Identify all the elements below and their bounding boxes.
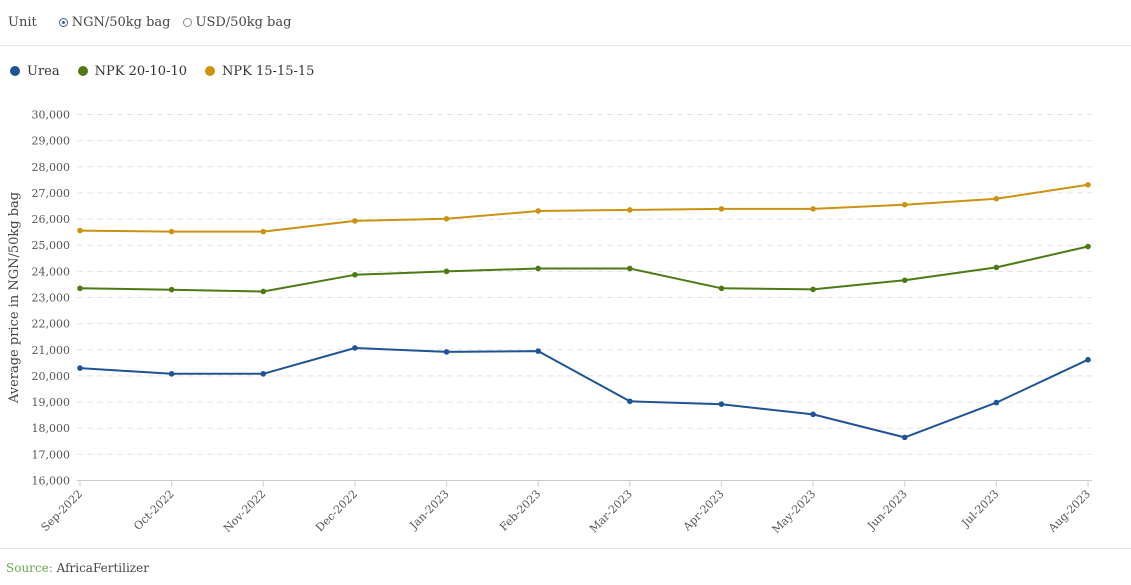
x-tick-label: Apr-2023 [680, 487, 727, 534]
unit-label: Unit [8, 15, 37, 30]
x-tick-label: May-2023 [770, 487, 819, 536]
data-point [352, 271, 358, 278]
grid-lines [77, 114, 1092, 481]
chart-footer: Source: AfricaFertilizer [0, 548, 1131, 585]
y-tick-label: 24,000 [32, 265, 71, 278]
y-tick-label: 20,000 [32, 370, 71, 383]
unit-selector: Unit NGN/50kg bag USD/50kg bag [0, 0, 1131, 46]
data-point [901, 277, 908, 284]
chart-series [77, 182, 1091, 441]
x-tick-label: Mar-2023 [587, 487, 635, 535]
legend-item-urea[interactable]: Urea [10, 64, 60, 79]
data-point [535, 348, 541, 354]
unit-option-ngn[interactable]: NGN/50kg bag [58, 15, 171, 30]
radio-checked-icon[interactable] [58, 18, 68, 27]
data-point [993, 195, 1000, 202]
data-point [627, 398, 633, 405]
data-point [810, 206, 816, 212]
series-line [79, 347, 1089, 439]
data-point [352, 218, 358, 224]
x-axis-ticks: Sep-2022 Oct-2022 Nov-2022 Dec-2022 Jan-2023… [39, 480, 1093, 536]
data-point [810, 411, 816, 418]
y-tick-label: 27,000 [32, 187, 71, 200]
source-label: Source: [6, 561, 53, 575]
data-point [901, 434, 908, 441]
data-point [77, 227, 83, 234]
data-point [77, 365, 83, 371]
x-tick-label: Jan-2023 [407, 487, 452, 532]
legend-dot-icon [205, 66, 216, 76]
x-tick-label: Sep-2022 [39, 487, 86, 534]
data-point [260, 288, 267, 295]
data-point [993, 264, 1000, 271]
y-axis-ticks: 16,000 17,000 18,000 19,000 20,000 21,000 22,0… [32, 109, 71, 488]
unit-option-usd-label: USD/50kg bag [195, 15, 292, 30]
source-value: AfricaFertilizer [56, 561, 149, 575]
line-chart: 16,000 17,000 18,000 19,000 20,000 21,000 22,0… [7, 109, 1093, 537]
series-line [79, 183, 1089, 233]
x-tick-label: Jul-2023 [959, 487, 1002, 530]
chart-legend: Urea NPK 20-10-10 NPK 15-15-15 [10, 62, 332, 80]
data-point [443, 349, 450, 355]
series-line [79, 245, 1089, 293]
data-point [1085, 182, 1091, 188]
y-tick-label: 28,000 [32, 161, 71, 174]
y-tick-label: 30,000 [32, 109, 71, 122]
data-point [352, 345, 358, 351]
unit-option-usd[interactable]: USD/50kg bag [182, 15, 292, 30]
unit-option-ngn-label: NGN/50kg bag [71, 15, 171, 30]
legend-label: NPK 20-10-10 [94, 63, 188, 79]
data-point [535, 265, 541, 272]
legend-item-npk-20-10-10[interactable]: NPK 20-10-10 [77, 63, 188, 79]
legend-label: Urea [27, 63, 60, 79]
y-tick-label: 18,000 [32, 422, 71, 435]
x-tick-label: Nov-2022 [221, 487, 269, 535]
x-tick-label: Feb-2023 [497, 487, 543, 533]
y-tick-label: 26,000 [32, 213, 71, 226]
legend-label: NPK 15-15-15 [222, 63, 315, 79]
legend-dot-icon [10, 66, 20, 76]
y-tick-label: 16,000 [32, 475, 71, 488]
series-npk-20-10-10 [77, 243, 1091, 295]
data-point [1085, 243, 1091, 250]
y-tick-label: 29,000 [32, 135, 71, 148]
y-tick-label: 17,000 [32, 448, 71, 461]
y-tick-label: 21,000 [32, 344, 71, 357]
data-point [1085, 356, 1091, 363]
x-tick-label: Oct-2022 [131, 487, 176, 532]
data-point [901, 201, 908, 208]
y-tick-label: 22,000 [32, 318, 71, 331]
data-point [993, 399, 1000, 406]
data-point [443, 216, 450, 222]
data-point [718, 206, 725, 212]
legend-dot-icon [77, 66, 88, 76]
series-npk-15-15-15 [77, 182, 1091, 235]
data-point [168, 286, 175, 293]
y-tick-label: 25,000 [32, 239, 71, 252]
data-point [260, 228, 267, 235]
y-tick-label: 19,000 [32, 396, 71, 409]
x-tick-label: Dec-2022 [313, 487, 360, 534]
radio-unchecked-icon[interactable] [182, 18, 192, 27]
y-axis-label: Average price in NGN/50kg bag [7, 192, 22, 404]
data-point [77, 285, 83, 292]
data-point [718, 285, 725, 292]
data-point [260, 371, 267, 377]
data-point [443, 268, 450, 275]
x-tick-label: Jun-2023 [864, 487, 909, 532]
data-point [810, 286, 816, 293]
legend-item-npk-15-15-15[interactable]: NPK 15-15-15 [205, 64, 314, 79]
data-point [718, 401, 725, 407]
data-point [627, 207, 633, 213]
data-point [627, 265, 633, 272]
data-point [168, 371, 175, 377]
data-point [535, 208, 541, 214]
data-point [168, 228, 175, 235]
y-tick-label: 23,000 [32, 292, 71, 305]
x-tick-label: Aug-2023 [1045, 487, 1093, 535]
series-urea [77, 345, 1091, 441]
